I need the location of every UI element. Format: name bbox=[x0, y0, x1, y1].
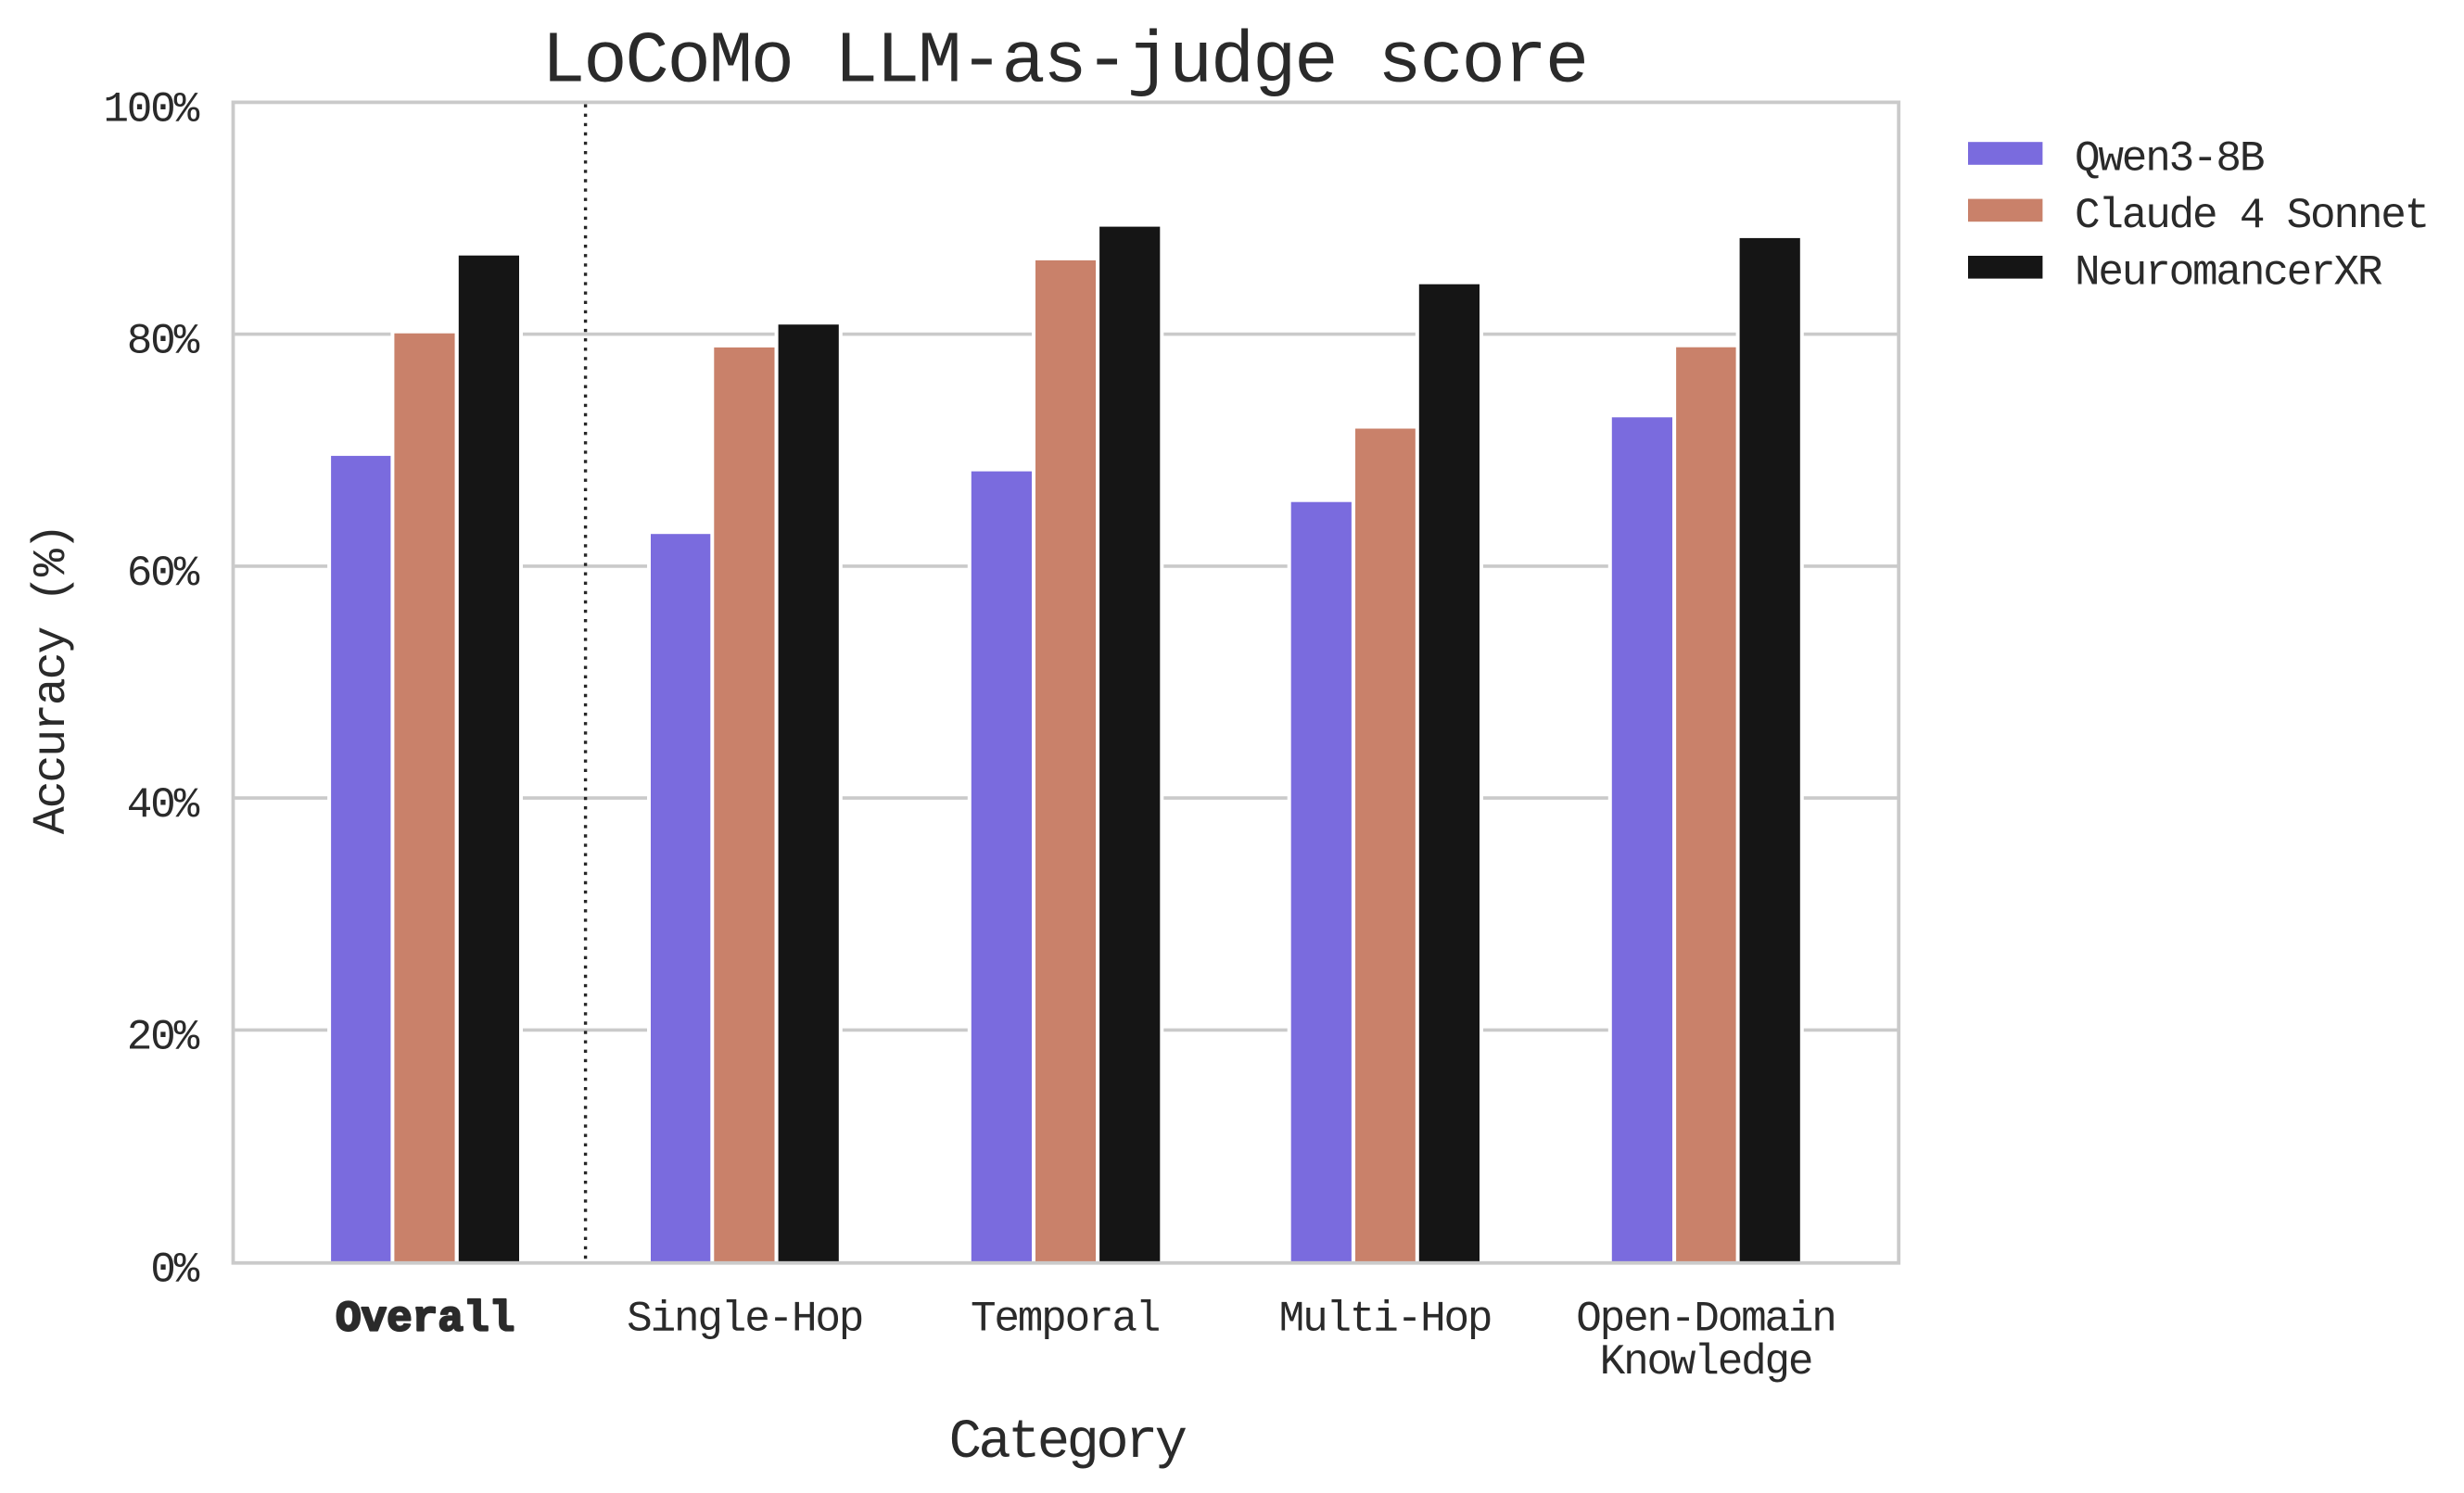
svg-text:20%: 20% bbox=[127, 1013, 200, 1061]
svg-text:Knowledge: Knowledge bbox=[1600, 1338, 1812, 1386]
svg-text:Single-Hop: Single-Hop bbox=[627, 1295, 862, 1343]
svg-text:0%: 0% bbox=[150, 1246, 199, 1295]
svg-text:80%: 80% bbox=[127, 318, 200, 366]
svg-text:Qwen3-8B: Qwen3-8B bbox=[2075, 135, 2264, 183]
svg-text:Category: Category bbox=[949, 1411, 1187, 1474]
svg-text:Overall: Overall bbox=[336, 1295, 514, 1343]
svg-text:Multi-Hop: Multi-Hop bbox=[1279, 1295, 1492, 1343]
svg-text:40%: 40% bbox=[127, 781, 200, 829]
svg-text:Temporal: Temporal bbox=[971, 1295, 1160, 1343]
svg-text:60%: 60% bbox=[127, 550, 200, 598]
svg-text:Claude 4 Sonnet: Claude 4 Sonnet bbox=[2075, 192, 2428, 240]
svg-text:NeuromancerXR: NeuromancerXR bbox=[2075, 249, 2382, 297]
svg-text:Accuracy (%): Accuracy (%) bbox=[26, 525, 79, 835]
svg-text:LoCoMo LLM-as-judge score: LoCoMo LLM-as-judge score bbox=[541, 20, 1587, 104]
svg-text:100%: 100% bbox=[103, 85, 199, 133]
svg-text:Open-Domain: Open-Domain bbox=[1576, 1295, 1835, 1343]
